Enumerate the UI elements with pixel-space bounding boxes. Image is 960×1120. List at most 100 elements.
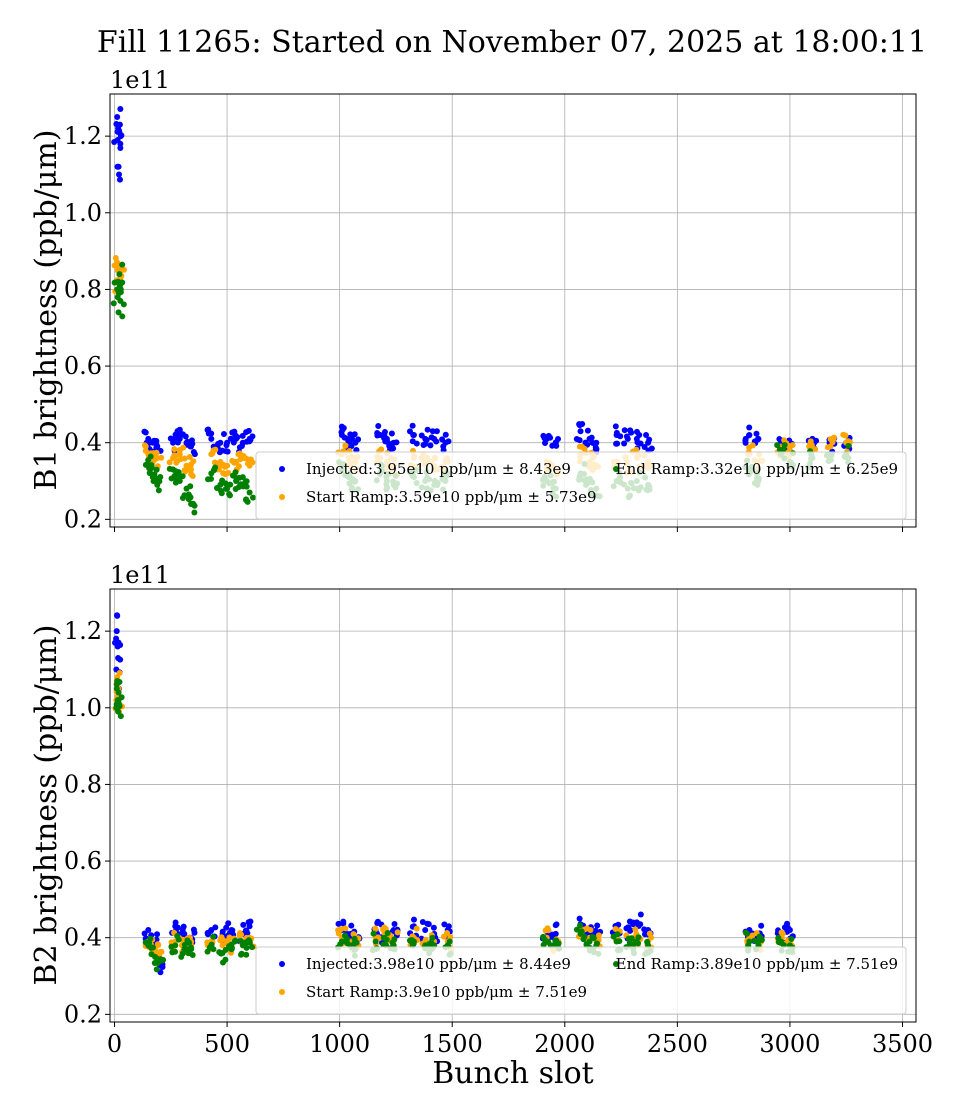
top-data-point [147,453,154,460]
bottom-data-point [383,936,390,943]
bottom-data-point [544,925,551,932]
top-data-point [142,429,149,436]
top-data-point [116,121,123,128]
top-data-point [351,431,358,438]
top-data-point [158,454,165,461]
top-data-point [409,438,416,445]
top-data-point [231,459,238,466]
top-y-offset-label: 1e11 [110,66,170,94]
bottom-data-point [635,934,642,941]
bottom-y-tick-label: 0.6 [64,847,102,875]
bottom-data-point [242,927,249,934]
top-data-point [381,429,388,436]
bottom-data-point [410,916,417,923]
top-panel: 0.2 0.4 0.6 0.8 1.0 1.2 1e11 B1 brightness (p… [29,66,917,533]
top-data-point [116,176,123,183]
top-data-point [204,426,211,433]
top-data-point [222,485,229,492]
top-data-point [593,446,600,453]
bottom-y-tick-label: 1.2 [64,617,102,645]
bottom-x-axis-label: Bunch slot [432,1056,593,1091]
bottom-data-point [342,925,349,932]
top-data-point [179,473,186,480]
top-data-point [429,428,436,435]
top-data-point [830,434,837,441]
bottom-data-point [788,935,795,942]
bottom-y-tick-label: 0.8 [64,770,102,798]
bottom-data-point [553,921,560,928]
top-y-ticks: 0.2 0.4 0.6 0.8 1.0 1.2 [64,122,110,533]
top-data-point [424,426,431,433]
top-data-point [181,467,188,474]
top-data-point [553,442,560,449]
bottom-data-point [178,953,185,960]
top-data-point [114,128,121,135]
bottom-data-point [232,937,239,944]
top-data-point [173,477,180,484]
top-data-point [824,444,831,451]
top-data-point [208,430,215,437]
bottom-data-point [212,924,219,931]
bottom-data-point [752,937,759,944]
bottom-data-point [243,951,250,958]
bottom-data-point [340,918,347,925]
top-data-point [227,481,234,488]
top-data-point [150,478,157,485]
top-data-point [168,475,175,482]
bottom-data-point [573,926,580,933]
top-data-point [348,443,355,450]
bottom-data-point [172,919,179,926]
top-data-point [375,423,382,430]
bottom-x-tick-label: 0 [107,1030,122,1058]
top-data-point [119,279,126,286]
top-data-point [844,438,851,445]
bottom-data-point [594,922,601,929]
bottom-data-point [370,930,377,937]
bottom-data-point [175,936,182,943]
top-data-point [245,456,252,463]
bottom-data-point [226,943,233,950]
bottom-data-point [389,939,396,946]
bottom-data-point [637,911,644,918]
bottom-data-point [335,927,342,934]
top-data-point [120,301,127,308]
top-data-point [633,428,640,435]
bottom-data-point [218,934,225,941]
top-data-point [576,437,583,444]
top-data-point [355,436,362,443]
top-data-point [347,431,354,438]
bottom-data-point [785,925,792,932]
bottom-data-point [425,921,432,928]
bottom-data-point [410,940,417,947]
top-legend-box [255,451,907,520]
top-data-point [576,422,583,429]
top-data-point [212,446,219,453]
bottom-y-ticks: 0.2 0.4 0.6 0.8 1.0 1.2 [64,617,110,1028]
top-data-point [582,439,589,446]
bottom-y-tick-label: 1.0 [64,694,102,722]
bottom-data-point [210,933,217,940]
bottom-data-point [168,943,175,950]
top-data-point [153,449,160,456]
bottom-data-point [185,950,192,957]
top-legend-marker [613,466,619,472]
bottom-data-point [245,919,252,926]
top-data-point [237,481,244,488]
top-axes-frame [109,93,917,528]
top-data-point [577,428,584,435]
top-data-point [245,427,252,434]
bottom-data-point [236,932,243,939]
bottom-data-point [116,700,123,707]
bottom-data-point [186,939,193,946]
bottom-data-point [351,940,358,947]
top-data-point [246,489,253,496]
bottom-data-point [630,919,637,926]
top-data-point [746,424,753,431]
bottom-data-point [610,933,617,940]
top-data-point [389,440,396,447]
top-data-point [627,427,634,434]
bottom-x-tick-label: 3000 [759,1030,820,1058]
top-data-point [226,492,233,499]
top-data-point [230,439,237,446]
bottom-data-point [117,656,124,663]
